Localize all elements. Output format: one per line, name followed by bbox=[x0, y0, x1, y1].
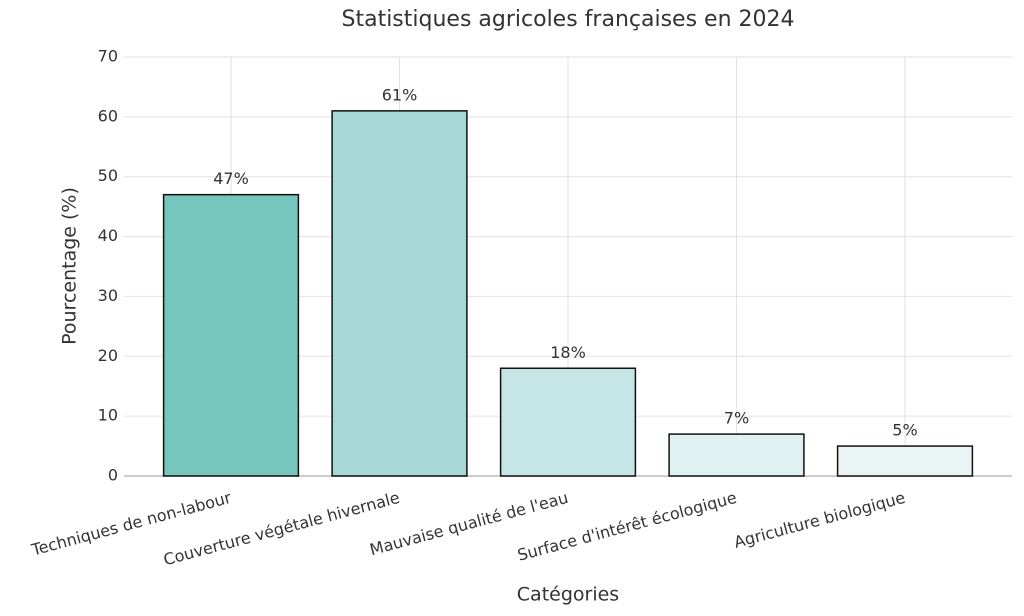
x-axis-label: Catégories bbox=[517, 584, 619, 606]
y-tick-label: 70 bbox=[98, 47, 118, 66]
chart-title: Statistiques agricoles françaises en 202… bbox=[342, 7, 795, 32]
bar bbox=[836, 445, 974, 477]
bar bbox=[499, 367, 637, 477]
bar bbox=[162, 193, 300, 477]
value-label: 61% bbox=[382, 85, 418, 104]
y-tick-label: 0 bbox=[108, 466, 118, 485]
y-tick-label: 20 bbox=[98, 346, 118, 365]
y-tick-label: 30 bbox=[98, 286, 118, 305]
y-axis-label: Pourcentage (%) bbox=[59, 187, 81, 345]
value-label: 5% bbox=[892, 421, 917, 440]
bar bbox=[331, 110, 468, 477]
x-tick-label: Agriculture biologique bbox=[732, 488, 907, 552]
y-tick-label: 40 bbox=[98, 226, 118, 245]
y-tick-label: 10 bbox=[98, 406, 118, 425]
value-label: 47% bbox=[213, 169, 249, 188]
value-label: 7% bbox=[724, 409, 749, 428]
value-label: 18% bbox=[550, 343, 586, 362]
y-tick-label: 60 bbox=[98, 106, 118, 125]
bar bbox=[668, 433, 805, 477]
y-tick-label: 50 bbox=[98, 166, 118, 185]
